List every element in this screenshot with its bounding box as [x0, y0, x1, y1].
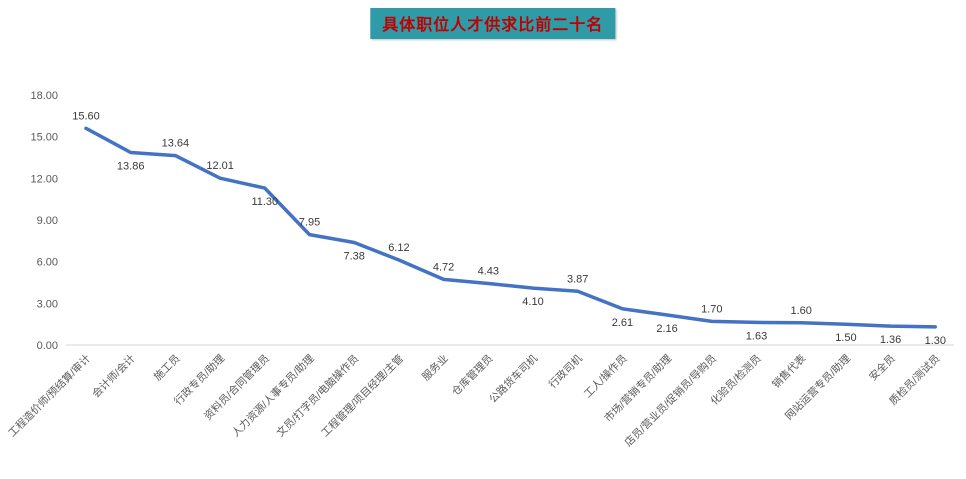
data-point-label: 4.10 [522, 296, 543, 308]
x-axis-category-label: 文员/打字员/电脑操作员 [274, 352, 362, 440]
data-point-label: 6.12 [388, 242, 409, 254]
x-axis-category-label: 施工员 [151, 352, 182, 383]
data-point-label: 12.01 [206, 160, 234, 172]
x-axis-category-label: 服务业 [419, 352, 450, 383]
y-axis-tick-label: 6.00 [37, 257, 58, 269]
x-axis-category-label: 销售代表 [769, 352, 808, 391]
data-point-label: 1.70 [701, 303, 722, 315]
x-axis-category-label: 仓库管理员 [449, 352, 495, 398]
data-point-label: 13.64 [162, 138, 190, 150]
y-axis-tick-label: 0.00 [37, 340, 58, 352]
series-line [84, 126, 938, 329]
x-axis-category-label: 人力资源/人事专员/助理 [229, 352, 317, 440]
data-point-label: 4.72 [433, 261, 454, 273]
data-point-label: 3.87 [567, 273, 588, 285]
x-axis-category-label: 行政司机 [546, 352, 585, 391]
data-point-label: 2.61 [612, 317, 633, 329]
data-point-label: 1.30 [925, 335, 946, 347]
x-axis-category-label: 会计师/会计 [89, 352, 138, 401]
y-axis-tick-label: 18.00 [30, 90, 58, 102]
x-axis-category-label: 店员/营业员/促销员/导购员 [622, 352, 719, 449]
data-point-label: 7.95 [299, 217, 320, 229]
data-point-label: 4.43 [478, 266, 499, 278]
x-axis-category-label: 安全员 [866, 352, 897, 383]
y-axis-tick-label: 12.00 [30, 173, 58, 185]
y-axis-tick-label: 9.00 [37, 215, 58, 227]
x-axis-category-label: 工程造价师/预结算/审计 [6, 352, 94, 440]
y-axis-tick-label: 3.00 [37, 298, 58, 310]
data-point-label: 1.63 [746, 330, 767, 342]
x-axis-category-label: 工程管理/项目经理/主管 [318, 352, 406, 440]
data-point-label: 13.86 [117, 161, 145, 173]
data-point-label: 1.36 [880, 334, 901, 346]
x-axis-category-label: 公路货车司机 [486, 352, 540, 406]
data-point-label: 2.16 [656, 323, 677, 335]
x-axis-category-label: 工人/操作员 [581, 352, 629, 400]
data-point-label: 1.60 [790, 305, 811, 317]
data-point-label: 15.60 [72, 110, 100, 122]
data-point-label: 11.30 [251, 196, 278, 208]
data-point-label: 7.38 [343, 251, 364, 263]
chart-title: 具体职位人才供求比前二十名 [370, 8, 616, 39]
data-point-label: 1.50 [835, 332, 856, 344]
y-axis-tick-label: 15.00 [30, 132, 58, 144]
